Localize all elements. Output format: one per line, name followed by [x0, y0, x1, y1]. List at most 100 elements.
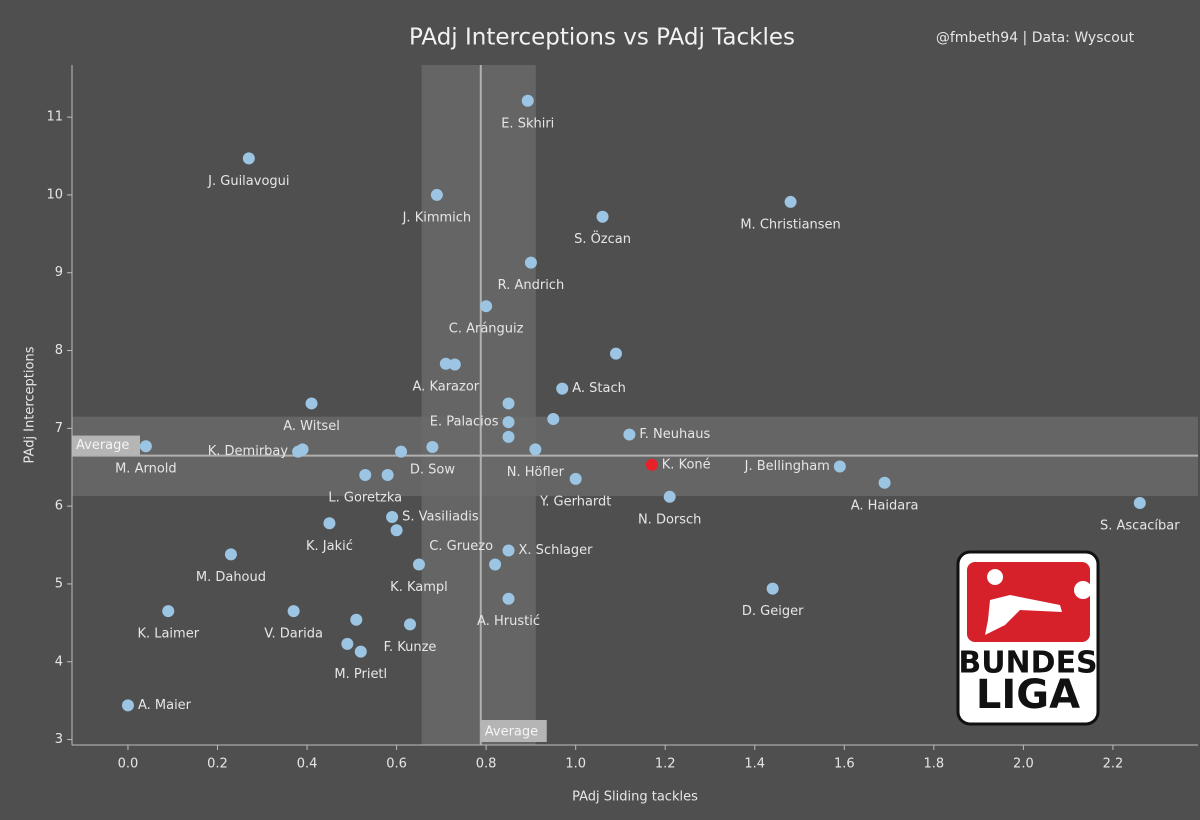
x-tick-label: 0.6 [386, 757, 407, 772]
average-label-box [72, 435, 140, 456]
point-label: R. Andrich [498, 278, 565, 293]
point-label: N. Dorsch [638, 512, 701, 527]
point [386, 511, 399, 524]
point [287, 605, 300, 618]
point [521, 94, 534, 107]
point [569, 472, 582, 485]
point-label: M. Dahoud [196, 570, 266, 585]
point [354, 645, 367, 658]
point-label: A. Maier [138, 698, 192, 713]
point [609, 347, 622, 360]
point-label: S. Vasiliadis [402, 510, 479, 525]
x-axis-label: PAdj Sliding tackles [572, 790, 698, 805]
point-label: K. Jakić [306, 539, 353, 554]
point [381, 469, 394, 482]
point-label: K. Laimer [137, 627, 199, 642]
y-tick-label: 9 [55, 265, 63, 280]
point-label: C. Gruezo [429, 539, 493, 554]
point [556, 382, 569, 395]
point [480, 300, 493, 313]
point [350, 613, 363, 626]
x-tick-label: 2.2 [1103, 757, 1124, 772]
point [341, 637, 354, 650]
point [766, 582, 779, 595]
x-tick-label: 0.8 [476, 757, 497, 772]
point-label: V. Darida [264, 627, 323, 642]
point [502, 544, 515, 557]
point [502, 416, 515, 429]
y-tick-label: 6 [55, 499, 63, 514]
x-tick-label: 0.4 [297, 757, 318, 772]
average-label-box [480, 720, 547, 742]
logo-text: LIGA [976, 672, 1080, 718]
point [784, 195, 797, 208]
average-label: Average [76, 438, 129, 453]
y-tick-label: 7 [55, 421, 63, 436]
point [390, 524, 403, 537]
y-tick-label: 5 [55, 576, 63, 591]
logo-ball [1074, 581, 1092, 599]
point-label: E. Skhiri [501, 116, 554, 131]
point-label: X. Schlager [519, 543, 594, 558]
point [242, 152, 255, 165]
point-label: J. Bellingham [744, 459, 830, 474]
point [139, 440, 152, 453]
point-label: D. Sow [410, 463, 455, 478]
point [529, 443, 542, 456]
point-label: K. Kampl [390, 580, 448, 595]
point [426, 441, 439, 454]
point [489, 558, 502, 571]
point-label: L. Goretzka [328, 491, 402, 506]
point [623, 428, 636, 441]
point [524, 256, 537, 269]
point-label: F. Neuhaus [639, 427, 710, 442]
point-label: A. Haidara [851, 498, 919, 513]
x-tick-label: 2.0 [1013, 757, 1034, 772]
point [224, 548, 237, 561]
point [1133, 497, 1146, 510]
point [305, 397, 318, 410]
point [878, 476, 891, 489]
point [412, 558, 425, 571]
x-tick-label: 1.8 [924, 757, 945, 772]
point [596, 210, 609, 223]
chart-subtitle: @fmbeth94 | Data: Wyscout [936, 30, 1135, 46]
point-label: M. Arnold [115, 462, 177, 477]
y-tick-label: 11 [46, 110, 63, 125]
point-label: D. Geiger [742, 604, 804, 619]
y-tick-label: 10 [46, 187, 63, 202]
point [448, 358, 461, 371]
y-tick-label: 3 [55, 732, 63, 747]
point-label: F. Kunze [384, 640, 437, 655]
point [502, 430, 515, 443]
average-band [421, 65, 536, 745]
logo-player [985, 569, 1062, 635]
average-label: Average [485, 725, 538, 740]
point-label: C. Aránguiz [449, 322, 524, 337]
point-label: J. Guilavogui [207, 174, 289, 189]
point [430, 188, 443, 201]
point [547, 413, 560, 426]
logo: BUNDES LIGA [956, 550, 1100, 726]
point-label: S. Özcan [574, 230, 631, 247]
point [439, 357, 452, 370]
point-label: A. Stach [572, 381, 626, 396]
x-tick-label: 0.0 [118, 757, 139, 772]
x-tick-label: 1.6 [834, 757, 855, 772]
point [833, 460, 846, 473]
point-label: N. Höfler [507, 465, 565, 480]
logo-text: BUNDES [958, 646, 1097, 681]
point-label: M. Christiansen [740, 217, 840, 232]
y-axis-label: PAdj Interceptions [23, 346, 38, 463]
x-tick-label: 0.2 [207, 757, 228, 772]
point [121, 699, 134, 712]
point [359, 469, 372, 482]
chart-title: PAdj Interceptions vs PAdj Tackles [409, 25, 795, 51]
point-label: J. Kimmich [402, 210, 472, 225]
point-label: K. Demirbay [208, 444, 289, 459]
y-tick-label: 4 [55, 654, 63, 669]
point [395, 445, 408, 458]
point-label: A. Witsel [283, 419, 340, 434]
x-tick-label: 1.4 [744, 757, 765, 772]
point-label: S. Ascacíbar [1100, 519, 1180, 534]
